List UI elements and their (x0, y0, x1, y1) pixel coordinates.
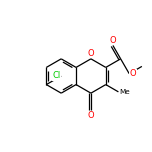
Text: Cl: Cl (52, 71, 60, 81)
Text: O: O (130, 69, 136, 78)
Text: O: O (110, 36, 116, 45)
Text: O: O (88, 49, 94, 58)
Text: Me: Me (119, 89, 130, 95)
Text: O: O (88, 111, 94, 120)
